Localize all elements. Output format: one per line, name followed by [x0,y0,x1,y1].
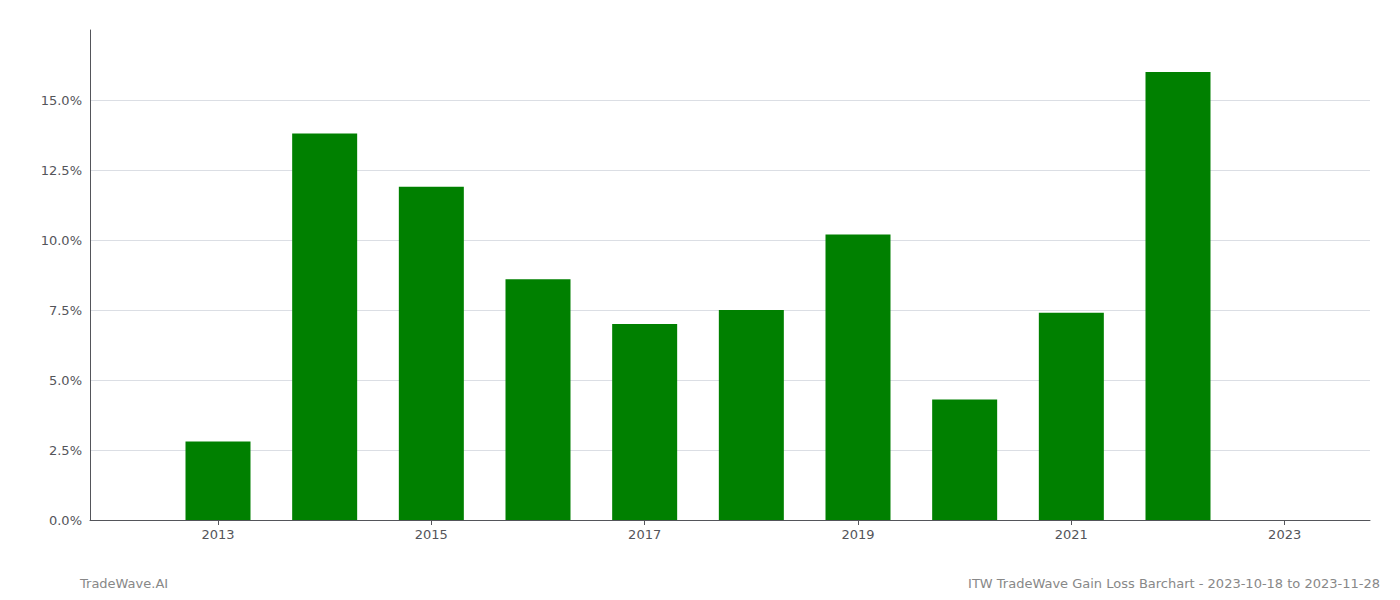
svg-text:2015: 2015 [415,527,448,542]
svg-text:2023: 2023 [1268,527,1301,542]
svg-text:2021: 2021 [1055,527,1088,542]
svg-text:0.0%: 0.0% [49,513,82,528]
svg-text:7.5%: 7.5% [49,303,82,318]
svg-text:2013: 2013 [201,527,234,542]
svg-text:2019: 2019 [841,527,874,542]
svg-text:TradeWave.AI: TradeWave.AI [79,576,168,591]
svg-text:5.0%: 5.0% [49,373,82,388]
svg-text:12.5%: 12.5% [41,163,82,178]
svg-text:15.0%: 15.0% [41,93,82,108]
svg-text:10.0%: 10.0% [41,233,82,248]
svg-text:2.5%: 2.5% [49,443,82,458]
svg-text:ITW TradeWave Gain Loss Barcha: ITW TradeWave Gain Loss Barchart - 2023-… [968,576,1380,591]
svg-text:2017: 2017 [628,527,661,542]
